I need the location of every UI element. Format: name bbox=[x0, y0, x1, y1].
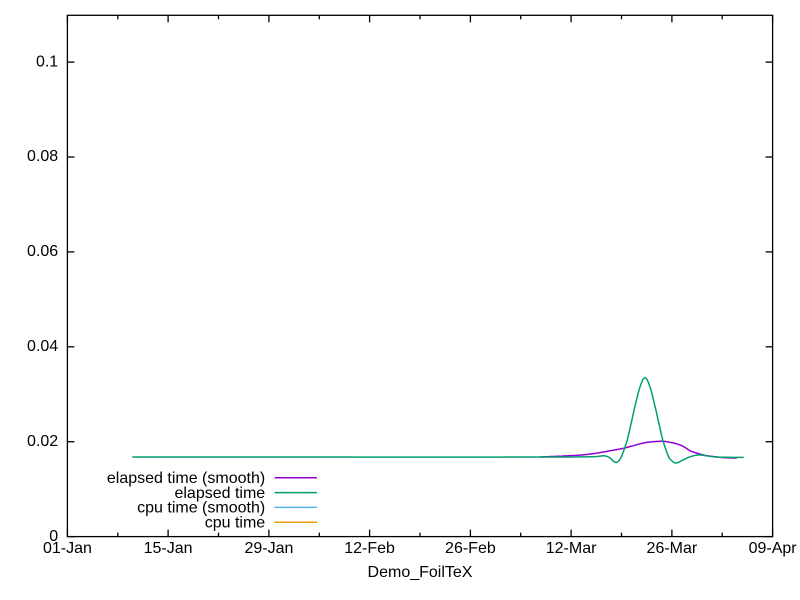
svg-text:12-Mar: 12-Mar bbox=[546, 540, 597, 557]
svg-text:0.02: 0.02 bbox=[27, 433, 58, 450]
svg-text:29-Jan: 29-Jan bbox=[244, 540, 293, 557]
svg-text:0.08: 0.08 bbox=[27, 148, 58, 165]
svg-text:01-Jan: 01-Jan bbox=[43, 540, 92, 557]
svg-text:elapsed time: elapsed time bbox=[174, 485, 265, 502]
svg-text:cpu time (smooth): cpu time (smooth) bbox=[137, 500, 265, 517]
svg-text:elapsed time (smooth): elapsed time (smooth) bbox=[107, 470, 265, 487]
svg-text:0.1: 0.1 bbox=[36, 53, 58, 70]
svg-text:12-Feb: 12-Feb bbox=[344, 540, 395, 557]
svg-text:Demo_FoilTeX: Demo_FoilTeX bbox=[368, 564, 473, 581]
svg-text:0.04: 0.04 bbox=[27, 338, 58, 355]
svg-text:26-Feb: 26-Feb bbox=[445, 540, 496, 557]
svg-text:cpu time: cpu time bbox=[205, 514, 266, 531]
svg-text:0.06: 0.06 bbox=[27, 243, 58, 260]
svg-text:0: 0 bbox=[49, 528, 58, 545]
svg-text:09-Apr: 09-Apr bbox=[749, 540, 798, 557]
svg-text:15-Jan: 15-Jan bbox=[144, 540, 193, 557]
svg-text:26-Mar: 26-Mar bbox=[647, 540, 698, 557]
